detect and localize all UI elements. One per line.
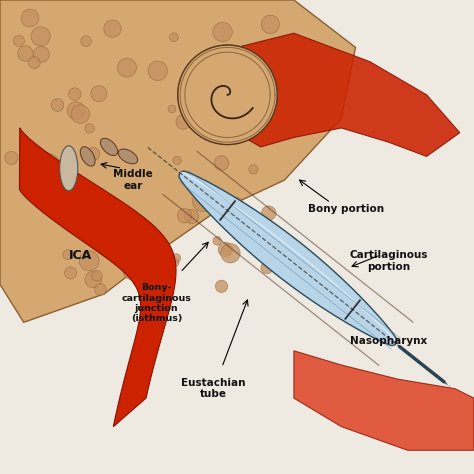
Text: Eustachian
tube: Eustachian tube xyxy=(181,378,246,400)
Circle shape xyxy=(85,124,94,133)
Circle shape xyxy=(177,209,191,223)
Circle shape xyxy=(213,237,221,245)
Circle shape xyxy=(63,250,73,260)
Circle shape xyxy=(85,271,101,288)
Circle shape xyxy=(213,22,232,42)
Circle shape xyxy=(104,20,121,37)
Circle shape xyxy=(176,115,191,129)
Circle shape xyxy=(28,57,40,69)
Circle shape xyxy=(91,271,102,281)
Circle shape xyxy=(178,45,277,145)
Circle shape xyxy=(5,151,18,164)
Circle shape xyxy=(261,15,280,34)
Text: Bony-
cartilaginous
junction
(isthmus): Bony- cartilaginous junction (isthmus) xyxy=(121,283,191,323)
Circle shape xyxy=(51,99,64,111)
Text: Cartilaginous
portion: Cartilaginous portion xyxy=(349,250,428,272)
Circle shape xyxy=(198,77,213,92)
Circle shape xyxy=(148,61,167,81)
Circle shape xyxy=(81,36,91,46)
Circle shape xyxy=(95,283,106,295)
Circle shape xyxy=(225,92,242,109)
Circle shape xyxy=(67,102,85,119)
Polygon shape xyxy=(294,351,474,450)
Circle shape xyxy=(142,234,158,250)
Circle shape xyxy=(214,156,228,170)
Circle shape xyxy=(86,147,100,161)
Polygon shape xyxy=(179,171,397,346)
Circle shape xyxy=(39,154,60,174)
Polygon shape xyxy=(228,33,460,156)
Circle shape xyxy=(93,188,104,200)
Circle shape xyxy=(169,257,179,267)
Circle shape xyxy=(221,244,240,263)
Text: Bony portion: Bony portion xyxy=(308,203,384,214)
Circle shape xyxy=(13,36,25,46)
Circle shape xyxy=(215,280,228,292)
Ellipse shape xyxy=(100,138,118,155)
Circle shape xyxy=(173,156,181,164)
Circle shape xyxy=(184,209,199,224)
Circle shape xyxy=(150,244,170,264)
Circle shape xyxy=(170,33,178,42)
Circle shape xyxy=(218,242,233,256)
Circle shape xyxy=(33,46,49,63)
Circle shape xyxy=(168,105,176,113)
Circle shape xyxy=(83,193,97,207)
Circle shape xyxy=(150,257,168,276)
Text: Middle
ear: Middle ear xyxy=(113,169,153,191)
Circle shape xyxy=(71,105,90,123)
Circle shape xyxy=(123,265,137,279)
Circle shape xyxy=(118,58,137,77)
Circle shape xyxy=(222,112,241,131)
Circle shape xyxy=(253,228,265,241)
Circle shape xyxy=(192,191,213,211)
Circle shape xyxy=(267,227,281,241)
Circle shape xyxy=(172,254,181,262)
Circle shape xyxy=(88,220,96,228)
Circle shape xyxy=(249,165,258,174)
Ellipse shape xyxy=(118,149,137,164)
Text: Nasopharynx: Nasopharynx xyxy=(350,336,427,346)
Circle shape xyxy=(261,262,273,274)
Circle shape xyxy=(69,88,81,100)
Ellipse shape xyxy=(80,147,95,166)
Polygon shape xyxy=(19,128,176,427)
Circle shape xyxy=(64,267,77,279)
Polygon shape xyxy=(0,0,356,322)
Ellipse shape xyxy=(60,146,78,191)
Text: ICA: ICA xyxy=(69,249,92,263)
Circle shape xyxy=(232,198,243,209)
Circle shape xyxy=(79,251,99,271)
Circle shape xyxy=(21,9,39,27)
Circle shape xyxy=(91,86,107,102)
Circle shape xyxy=(31,27,50,46)
Circle shape xyxy=(262,206,276,220)
Circle shape xyxy=(18,46,33,61)
